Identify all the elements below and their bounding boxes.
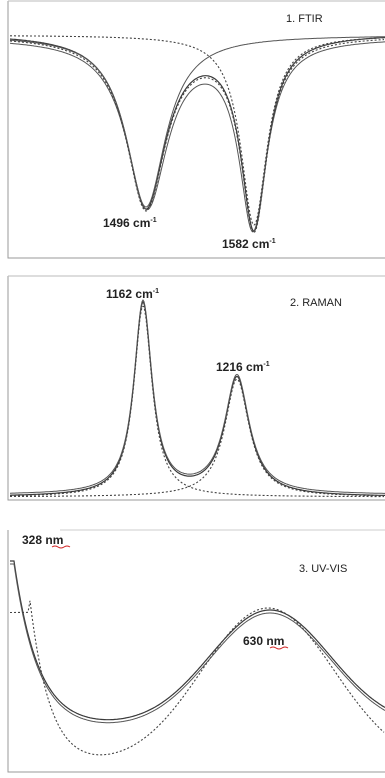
uvvis-peak2-label: 630 nm [243, 634, 284, 648]
ftir-panel: 1. FTIR 1496 cm-1 1582 cm-1 [0, 0, 385, 262]
ftir-band-1582 [10, 35, 385, 226]
uvvis-curve-1b [10, 563, 385, 724]
raman-fit-curve-2 [10, 299, 385, 494]
raman-frame [7, 276, 385, 501]
uvvis-frame [7, 530, 385, 773]
uvvis-curves [10, 560, 385, 756]
raman-curves [10, 299, 385, 498]
uvvis-peak1-label: 328 nm [22, 533, 63, 547]
uvvis-curve-1 [10, 560, 385, 721]
ftir-title: 1. FTIR [286, 13, 323, 25]
ftir-frame [7, 1, 385, 259]
ftir-peak1-label: 1496 cm-1 [103, 216, 157, 230]
ftir-fit-curve-2 [9, 41, 385, 233]
ftir-curves [9, 35, 385, 235]
raman-title: 2. RAMAN [290, 297, 342, 309]
uvvis-peak2-underline [269, 646, 289, 650]
uvvis-peak1-underline [51, 545, 71, 549]
raman-peak1-label: 1162 cm-1 [106, 287, 159, 301]
uvvis-panel: 3. UV-VIS 328 nm 630 nm [0, 520, 385, 778]
uvvis-title: 3. UV-VIS [299, 563, 347, 575]
uvvis-curve-2 [10, 600, 385, 756]
raman-panel: 2. RAMAN 1162 cm-1 1216 cm-1 [0, 272, 385, 508]
ftir-chart: 1. FTIR 1496 cm-1 1582 cm-1 [7, 0, 385, 259]
ftir-measured-curve [9, 39, 385, 235]
raman-chart: 2. RAMAN 1162 cm-1 1216 cm-1 [7, 275, 385, 501]
raman-peak2-label: 1216 cm-1 [216, 360, 270, 374]
ftir-fit-curve [9, 36, 385, 232]
raman-band-1162 [10, 306, 384, 498]
ftir-peak2-label: 1582 cm-1 [222, 237, 276, 251]
raman-band-1216 [10, 378, 384, 498]
raman-fit-curve [10, 300, 385, 496]
uvvis-chart: 3. UV-VIS 328 nm 630 nm [7, 529, 385, 773]
ftir-band-1496 [9, 36, 385, 208]
